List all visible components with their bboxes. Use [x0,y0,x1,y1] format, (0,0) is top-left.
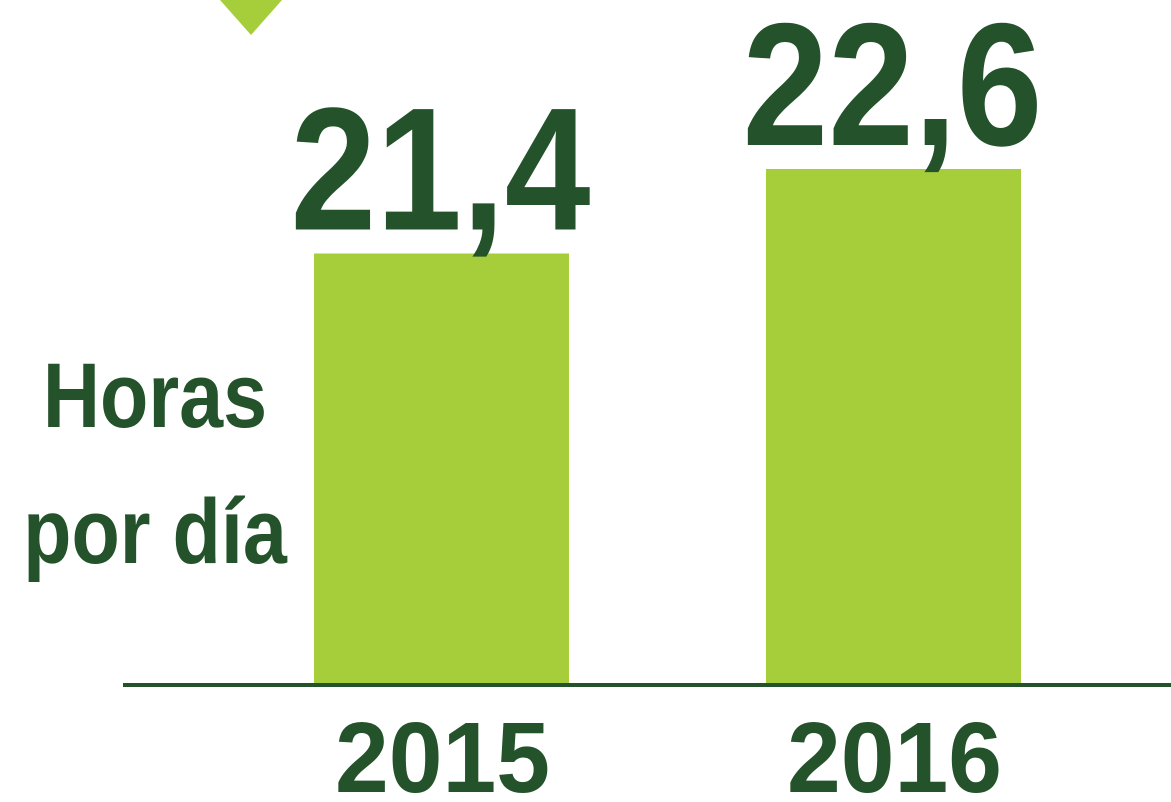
bar [314,253,569,683]
x-tick-label: 2015 [335,702,550,802]
decor-triangle [220,0,282,35]
value-label: 22,6 [743,0,1043,183]
value-label: 21,4 [291,72,591,267]
bar [766,168,1021,683]
x-tick-label: 2016 [787,702,1002,802]
y-axis-label: Horas por día [23,345,287,583]
